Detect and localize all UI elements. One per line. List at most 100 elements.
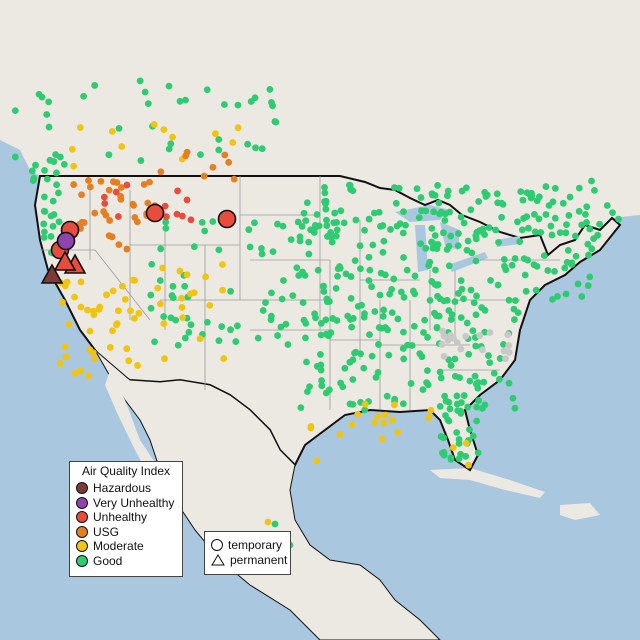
temporary-monitor-marker (217, 209, 237, 229)
sensor-dot (366, 266, 374, 274)
sensor-dot (457, 450, 464, 458)
sensor-dot (71, 369, 79, 377)
sensor-dot (151, 338, 158, 346)
sensor-dot (436, 210, 443, 218)
sensor-dot (284, 341, 292, 348)
sensor-dot (156, 300, 164, 308)
sensor-dot (70, 162, 78, 170)
sensor-dot (59, 298, 66, 306)
sensor-dot (121, 295, 129, 303)
sensor-dot (521, 271, 529, 279)
sensor-dot (417, 240, 425, 248)
sensor-dot (479, 225, 487, 233)
sensor-dot (424, 367, 431, 374)
sensor-dot (50, 211, 58, 218)
sensor-dot (317, 366, 325, 374)
sensor-dot (334, 272, 341, 280)
sensor-dot (451, 298, 459, 306)
sensor-dot (365, 215, 373, 223)
sensor-dot (106, 217, 114, 224)
sensor-dot (137, 157, 145, 164)
sensor-dot (572, 252, 580, 260)
sensor-dot (500, 347, 508, 355)
sensor-dot (269, 248, 277, 256)
sensor-dot (375, 341, 382, 348)
sensor-dot (109, 287, 117, 295)
sensor-dot (65, 320, 73, 328)
sensor-dot (473, 403, 481, 411)
sensor-dot (457, 345, 465, 353)
sensor-dot (172, 316, 180, 324)
sensor-dot (434, 241, 442, 248)
sensor-dot (402, 221, 409, 229)
sensor-dot (262, 299, 269, 306)
sensor-dot (462, 332, 470, 340)
sensor-dot (556, 229, 564, 237)
sensor-dot (125, 357, 133, 365)
sensor-dot (271, 520, 279, 528)
sensor-dot (215, 246, 223, 254)
sensor-dot (55, 189, 62, 197)
sensor-dot (487, 276, 494, 284)
sensor-dot (277, 323, 285, 331)
sensor-dot (445, 242, 453, 250)
legend-label: temporary (228, 538, 283, 553)
sensor-dot (379, 248, 387, 256)
sensor-dot (297, 404, 305, 412)
sensor-dot (56, 153, 64, 161)
sensor-dot (123, 245, 131, 253)
sensor-dot (113, 320, 121, 328)
sensor-dot (575, 184, 583, 192)
moderate-swatch-icon (76, 540, 88, 553)
sensor-dot (85, 372, 93, 380)
sensor-dot (433, 324, 441, 332)
sensor-dot (89, 349, 97, 357)
sensor-dot (230, 175, 238, 183)
sensor-dot (198, 218, 206, 226)
sensor-dot (537, 228, 545, 236)
sensor-dot (457, 407, 465, 415)
sensor-dot (365, 277, 373, 284)
sensor-dot (584, 240, 592, 248)
sensor-dot (157, 168, 165, 176)
sensor-dot (105, 186, 113, 194)
sensor-dot (588, 245, 596, 253)
sensor-dot (568, 261, 576, 268)
sensor-dot (178, 212, 186, 220)
sensor-dot (340, 219, 348, 227)
sensor-dot (91, 355, 98, 363)
sensor-dot (108, 128, 116, 135)
sensor-dot (49, 222, 57, 230)
sensor-dot (410, 322, 418, 330)
sensor-dot (354, 410, 362, 418)
sensor-dot (441, 392, 449, 400)
sensor-dot (457, 314, 465, 322)
sensor-dot (131, 214, 139, 221)
sensor-dot (380, 306, 388, 314)
sensor-dot (254, 334, 262, 342)
sensor-dot (135, 309, 143, 317)
sensor-dot (183, 271, 191, 279)
sensor-dot (542, 183, 550, 190)
sensor-dot (444, 337, 452, 344)
sensor-dot (387, 226, 394, 233)
sensor-dot (498, 213, 505, 221)
temporary-monitor-marker (145, 203, 165, 223)
sensor-dot (588, 177, 595, 185)
sensor-dot (303, 358, 310, 366)
sensor-dot (397, 288, 405, 296)
sensor-dot (520, 255, 528, 263)
sensor-dot (481, 328, 489, 336)
sensor-dot (437, 374, 445, 382)
sensor-dot (472, 311, 480, 319)
monitor-type-legend: temporary permanent (204, 531, 291, 575)
sensor-dot (80, 219, 88, 226)
legend-item-hazardous: Hazardous (70, 481, 182, 496)
sensor-dot (157, 245, 165, 253)
sensor-dot (431, 232, 439, 239)
sensor-dot (445, 262, 453, 270)
sensor-dot (380, 237, 388, 245)
sensor-dot (564, 246, 572, 254)
sensor-dot (455, 435, 463, 443)
sensor-dot (465, 350, 473, 358)
